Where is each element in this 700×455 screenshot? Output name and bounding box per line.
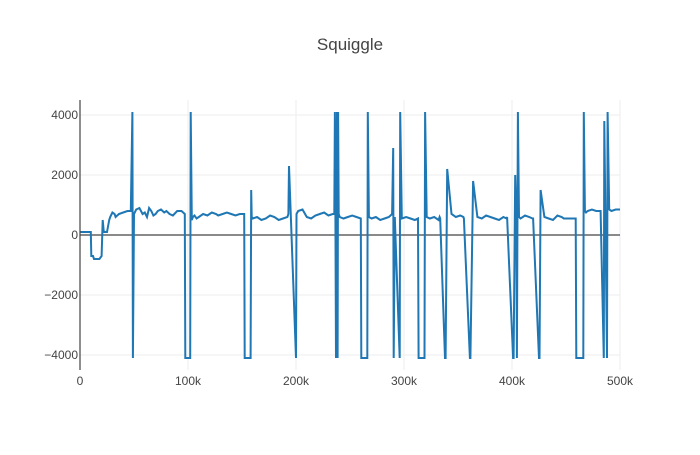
x-tick-label: 400k <box>499 374 526 388</box>
y-tick-label: 0 <box>71 228 78 242</box>
axes-layer: 0 100k 200k 300k 400k 500k −4000 −2000 0 2000 4000 <box>44 100 634 388</box>
y-tick-label: 4000 <box>51 108 78 122</box>
chart-title: Squiggle <box>317 35 383 54</box>
y-tick-label: −2000 <box>44 288 78 302</box>
series-line <box>80 111 620 359</box>
x-tick-label: 0 <box>77 374 84 388</box>
y-tick-label: −4000 <box>44 348 78 362</box>
x-tick-label: 300k <box>391 374 418 388</box>
x-tick-label: 100k <box>175 374 202 388</box>
x-tick-label: 500k <box>607 374 634 388</box>
series-layer <box>80 111 620 359</box>
y-tick-label: 2000 <box>51 168 78 182</box>
x-tick-label: 200k <box>283 374 310 388</box>
